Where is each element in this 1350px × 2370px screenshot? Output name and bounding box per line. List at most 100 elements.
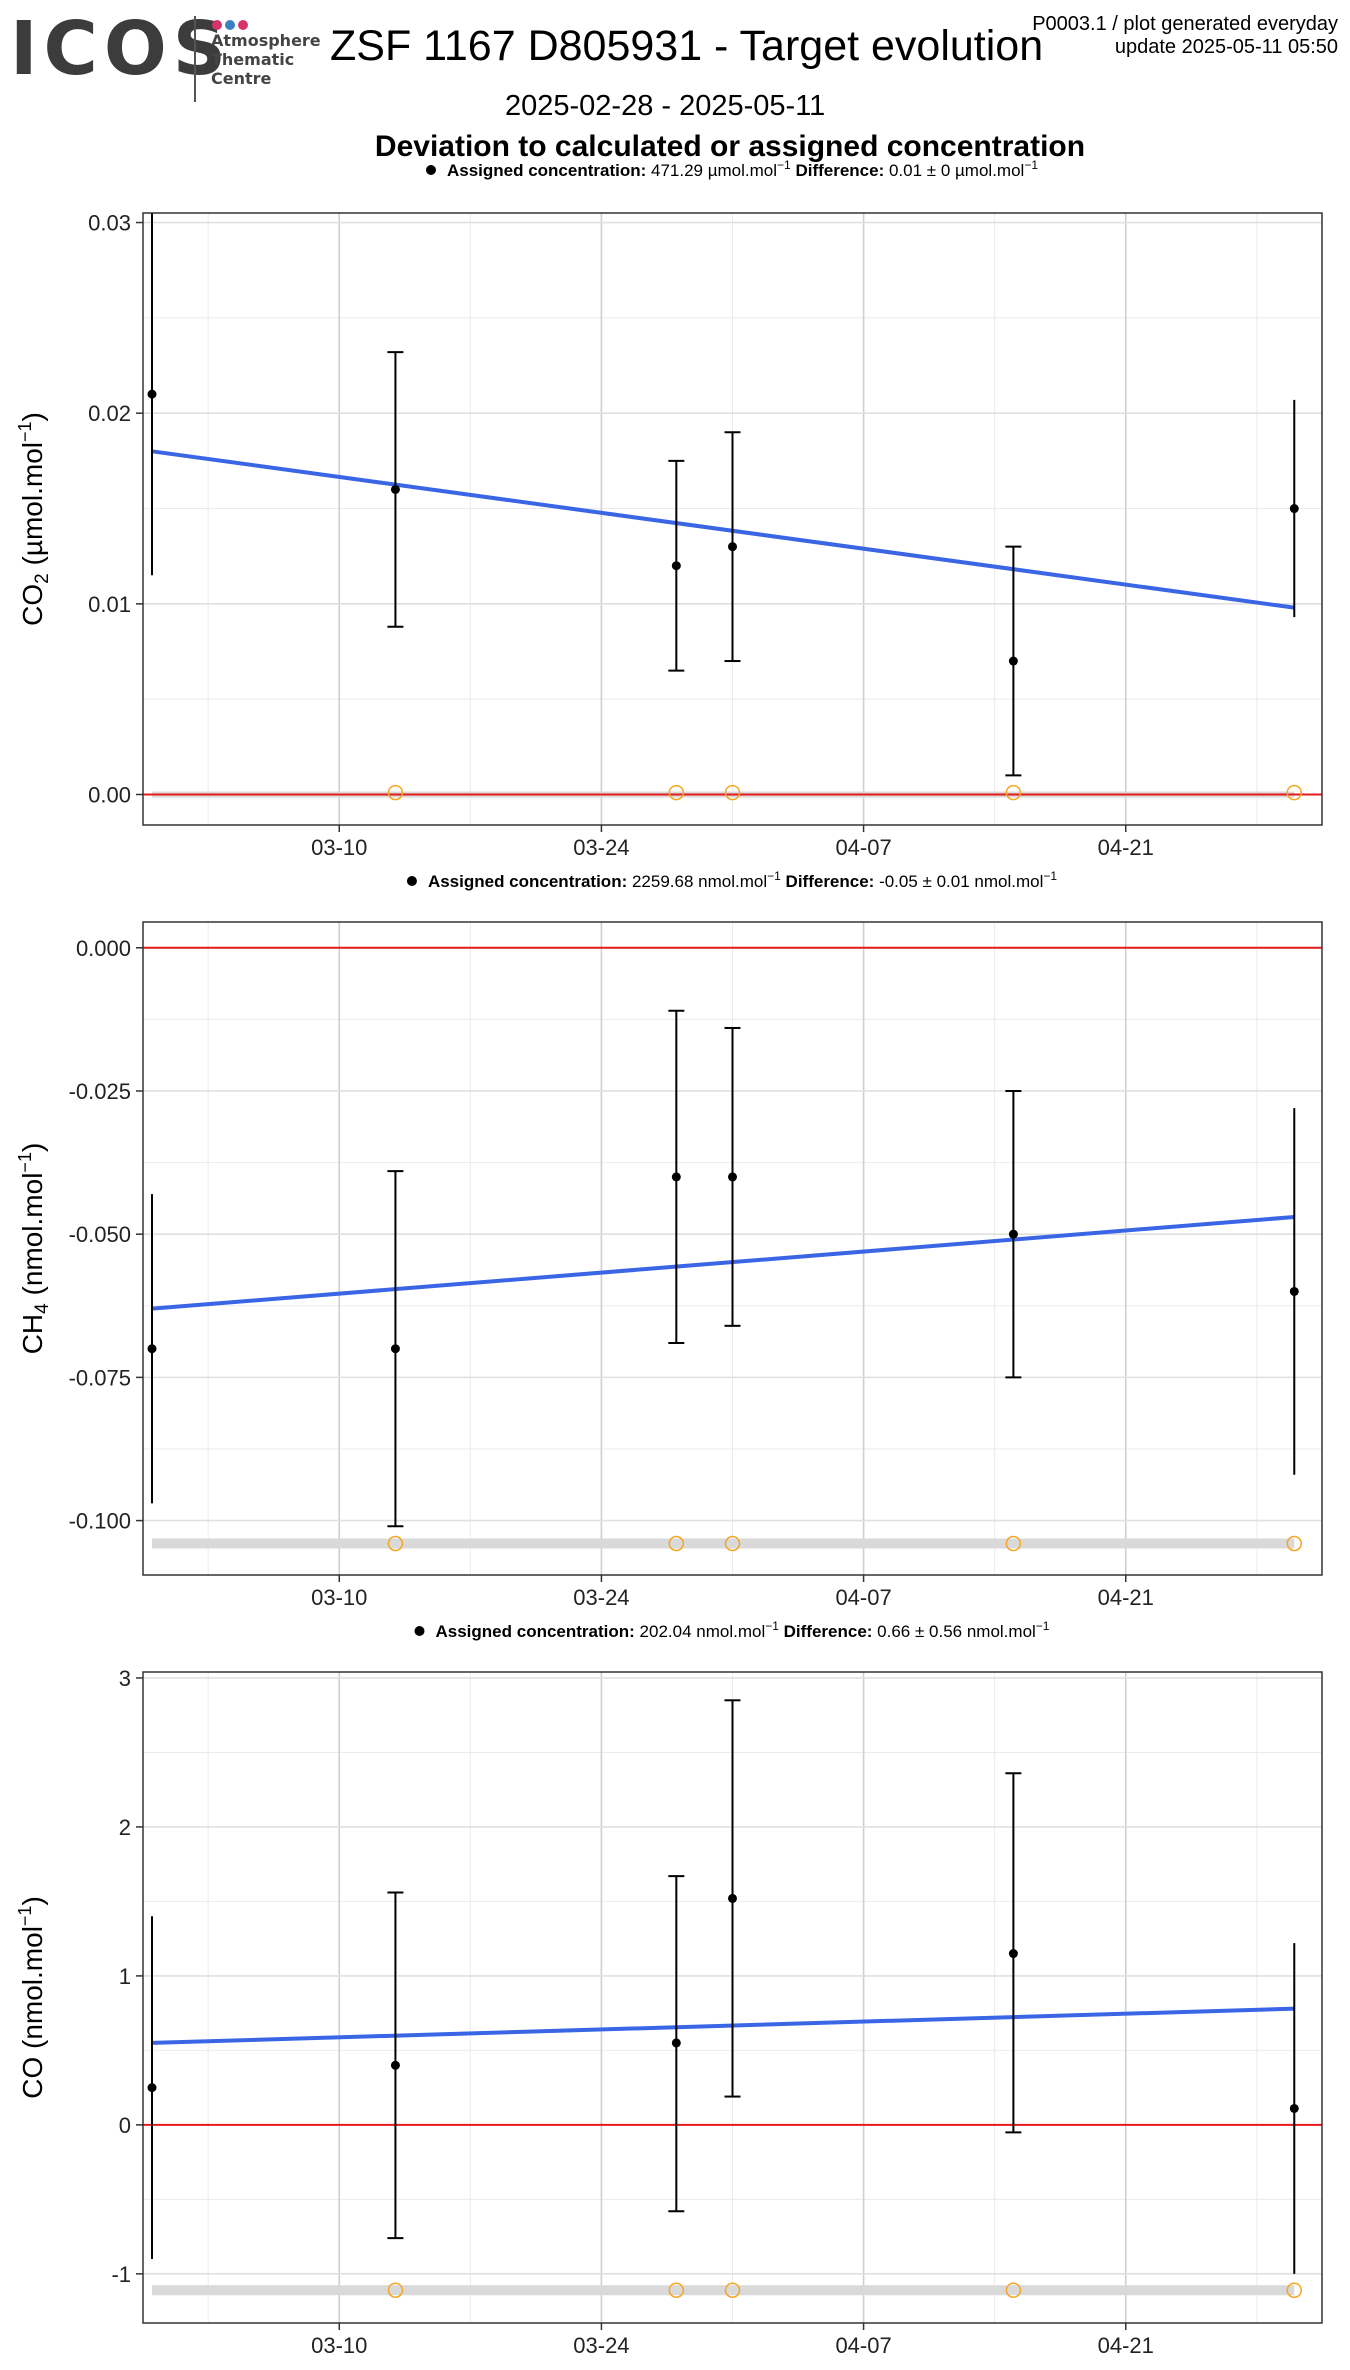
flag-marker	[387, 1535, 404, 1552]
data-point	[147, 389, 157, 399]
x-tick-label: 03-24	[573, 835, 629, 860]
chart-panel-2: -0.100 -0.075 -0.050 -0.025 0.000 03-10 03-24 0…	[15, 869, 1323, 1610]
y-tick-label: -1	[111, 2262, 131, 2287]
logo-subtitle: Atmosphere Thematic Centre	[211, 31, 321, 88]
y-tick-label: 2	[119, 1815, 131, 1840]
data-point	[1008, 656, 1018, 666]
x-tick-label: 04-21	[1098, 2333, 1154, 2358]
legend-line: Assigned concentration: 202.04 nmol.mol−…	[436, 1619, 1050, 1641]
legend-value: 471.29 µmol.mol	[646, 161, 777, 180]
y-tick-label: -0.100	[69, 1509, 131, 1534]
flag-marker	[1286, 784, 1303, 801]
x-tick-label: 03-10	[311, 2333, 367, 2358]
data-point	[1289, 504, 1299, 514]
flag-marker	[724, 1535, 741, 1552]
legend-label: Assigned concentration:	[428, 872, 627, 891]
legend-exponent: −1	[777, 158, 791, 172]
y-tick-label: 0.01	[88, 592, 131, 617]
y-axis-title-open: (	[17, 2039, 48, 2057]
data-point	[728, 542, 737, 552]
y-tick-label: 0.00	[88, 782, 131, 807]
y-tick-label: 0.000	[76, 936, 131, 961]
y-tick-label: 1	[119, 1964, 131, 1989]
y-axis-title-species: CO	[17, 584, 48, 626]
data-point	[390, 2060, 400, 2070]
legend-exponent: −1	[767, 869, 781, 883]
plot-metadata: P0003.1 / plot generated everyday update…	[1032, 13, 1338, 59]
y-axis-title-exponent: −1	[15, 1152, 35, 1173]
y-axis-title-exponent: −1	[15, 1906, 35, 1927]
x-tick-label: 04-07	[835, 1585, 891, 1610]
meta-line: update 2025-05-11 05:50	[1114, 36, 1338, 58]
meta-line: P0003.1 / plot generated everyday	[1032, 13, 1338, 35]
data-point	[147, 1344, 157, 1354]
x-tick-label: 04-07	[835, 2333, 891, 2358]
data-point	[147, 2083, 157, 2093]
legend-label: Assigned concentration:	[447, 161, 646, 180]
y-tick-label: 0	[119, 2113, 131, 2138]
y-axis-title-species: CO	[17, 2057, 48, 2099]
y-axis-title: CO (nmol.mol−1)	[15, 1896, 48, 2099]
y-axis-title-close: )	[17, 412, 48, 421]
flag-marker	[1005, 2282, 1022, 2298]
flag-marker	[668, 2282, 685, 2298]
data-point	[728, 1172, 737, 1182]
logo-sub-line: Atmosphere	[211, 31, 321, 50]
data-point	[671, 2038, 681, 2048]
logo-separator	[194, 16, 196, 102]
y-tick-label: -0.025	[69, 1079, 131, 1104]
plot-border	[142, 1671, 1323, 2324]
data-point	[671, 1172, 681, 1182]
legend-point-icon	[414, 1626, 425, 1636]
legend-point-icon	[425, 165, 436, 175]
data-point	[390, 1344, 400, 1354]
data-point	[390, 484, 400, 494]
y-tick-label: -0.050	[69, 1222, 131, 1247]
flag-marker	[668, 784, 685, 801]
data-point	[1289, 1286, 1299, 1296]
logo-dot-icon	[238, 20, 248, 30]
y-tick-label: 3	[119, 1666, 131, 1691]
y-axis-title-unit: nmol.mol	[17, 1173, 48, 1287]
logo-dot-icon	[212, 20, 222, 30]
y-axis-title-species: CH	[17, 1314, 48, 1354]
legend-diff-label: Difference:	[791, 161, 885, 180]
data-point	[1008, 1949, 1018, 1959]
y-axis-title: CO2 (µmol.mol−1)	[15, 412, 53, 626]
legend-exponent: −1	[1043, 869, 1057, 883]
flag-marker	[1005, 1535, 1022, 1552]
trend-line	[151, 1215, 1295, 1311]
legend-diff-value: -0.05 ± 0.01 nmol.mol	[874, 872, 1043, 891]
y-axis-title-subscript: 2	[32, 573, 53, 584]
y-axis-title-close: )	[17, 1143, 48, 1152]
flag-marker	[387, 2282, 404, 2298]
y-axis-title: CH4 (nmol.mol−1)	[15, 1143, 53, 1355]
plot-border	[142, 212, 1323, 826]
data-point	[1289, 2103, 1299, 2113]
data-point	[728, 1893, 737, 1903]
chart-panel-1: 0.00 0.01 0.02 0.03 03-10 03-24 04-07 04-21 CO2 …	[15, 158, 1323, 860]
x-tick-label: 03-24	[573, 1585, 629, 1610]
x-tick-label: 03-24	[573, 2333, 629, 2358]
x-tick-label: 03-10	[311, 1585, 367, 1610]
x-tick-label: 04-21	[1098, 835, 1154, 860]
logo-sub-line: Thematic	[211, 50, 295, 69]
flag-marker	[387, 784, 404, 801]
x-tick-label: 04-21	[1098, 1585, 1154, 1610]
legend-exponent: −1	[1024, 158, 1038, 172]
logo-sub-line: Centre	[211, 69, 272, 88]
y-axis-title-unit: nmol.mol	[17, 1926, 48, 2040]
trend-line	[151, 449, 1295, 610]
y-tick-label: 0.03	[88, 211, 131, 236]
flag-marker	[1286, 1535, 1303, 1552]
data-point	[671, 561, 681, 571]
flag-marker	[1286, 2282, 1303, 2298]
legend-label: Assigned concentration:	[436, 1622, 635, 1641]
chart-subtitle: Deviation to calculated or assigned conc…	[374, 130, 1086, 163]
y-axis-title-open: (	[17, 1285, 48, 1303]
legend-exponent: −1	[765, 1619, 779, 1633]
logo-dot-icon	[225, 20, 235, 30]
flag-marker	[724, 2282, 741, 2298]
y-axis-title-exponent: −1	[15, 421, 35, 442]
